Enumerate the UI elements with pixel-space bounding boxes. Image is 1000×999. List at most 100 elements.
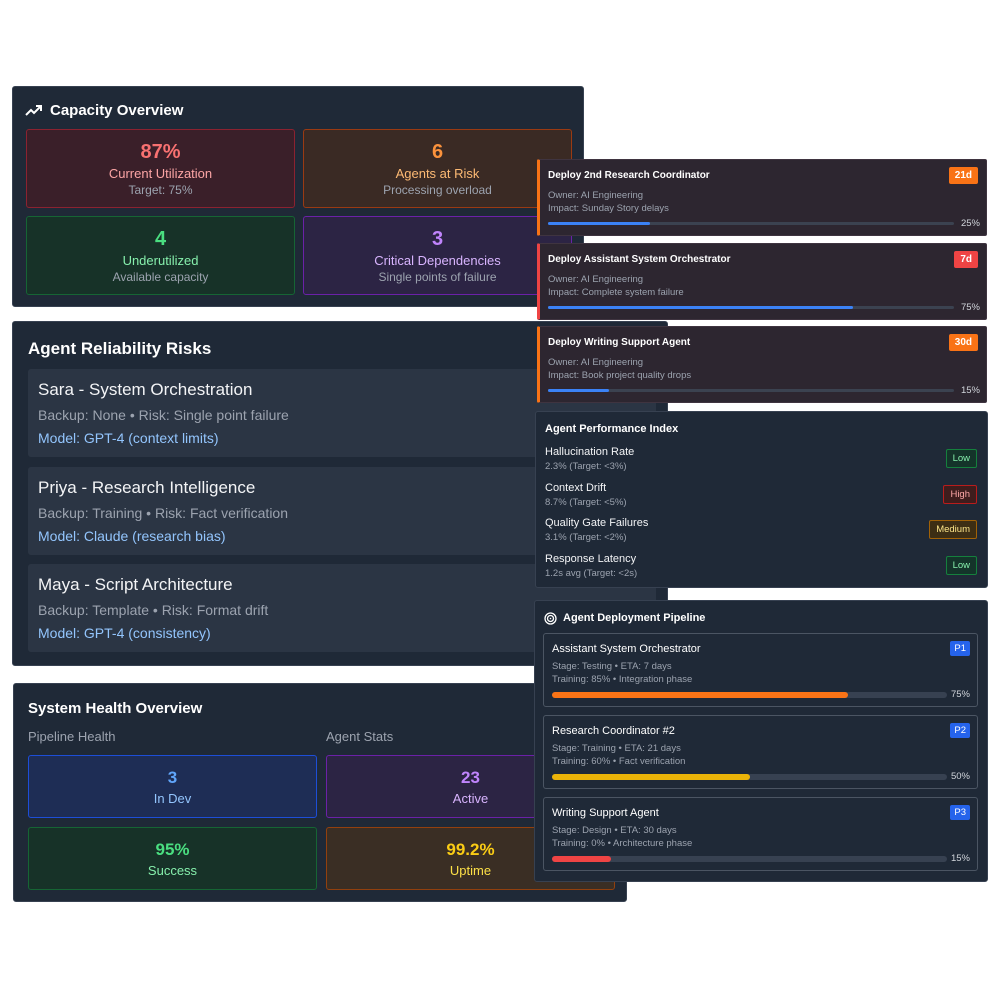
milestone-card: Deploy Writing Support Agent 30d Owner: AI… — [537, 326, 987, 403]
progress-fill — [552, 692, 849, 698]
risk-model: Model: GPT-4 (consistency) — [38, 625, 211, 641]
stat-value: 6 — [431, 140, 444, 163]
pipeline-stage: Stage: Design • ETA: 30 days — [552, 825, 677, 836]
stat-card: 87% Current Utilization Target: 75% — [26, 129, 295, 208]
pipeline-training: Training: 60% • Fact verification — [552, 756, 686, 767]
health-label: Uptime — [449, 862, 492, 878]
risk-detail: Backup: None • Risk: Single point failur… — [38, 407, 289, 423]
risk-model: Model: GPT-4 (context limits) — [38, 430, 219, 446]
pipeline-card: Assistant System Orchestrator P1 Stage: Te… — [543, 633, 978, 707]
pipeline-stage: Stage: Testing • ETA: 7 days — [552, 661, 672, 672]
target-icon — [544, 612, 557, 625]
milestone-badge: 21d — [948, 167, 978, 184]
risk-detail: Backup: Training • Risk: Fact verificati… — [38, 504, 288, 521]
priority-badge: P2 — [950, 723, 970, 738]
progress-fill — [548, 389, 609, 392]
health-label: Success — [147, 862, 198, 878]
progress-fill — [548, 305, 853, 309]
pipeline-training: Training: 0% • Architecture phase — [552, 838, 693, 849]
metric-level: Low — [945, 449, 977, 468]
progress-track — [548, 305, 954, 309]
progress-track — [552, 692, 947, 698]
progress-track — [552, 856, 947, 862]
risk-name: Sara - System Orchestration — [38, 380, 253, 399]
metric-level: High — [943, 484, 977, 504]
stat-card: 4 Underutilized Available capacity — [26, 216, 295, 295]
metric-level: Low — [945, 555, 977, 575]
stat-label: Underutilized — [122, 252, 199, 268]
stat-label: Critical Dependencies — [374, 252, 501, 268]
health-panel: System Health Overview Pipeline Health Age… — [13, 683, 627, 902]
milestone-impact: Impact: Complete system failure — [548, 286, 684, 298]
pipeline-card: Research Coordinator #2 P2 Stage: Training… — [543, 715, 978, 789]
performance-panel: Agent Performance Index Hallucination Rat… — [535, 411, 988, 588]
progress-track — [548, 222, 954, 225]
pipeline-panel: Agent Deployment Pipeline Assistant Syste… — [534, 600, 988, 882]
risk-name: Priya - Research Intelligence — [38, 477, 256, 497]
pipeline-name: Writing Support Agent — [552, 807, 659, 819]
milestone-impact: Impact: Sunday Story delays — [548, 203, 669, 214]
progress-track — [548, 389, 954, 392]
risk-detail: Backup: Template • Risk: Format drift — [38, 602, 269, 618]
trend-icon — [25, 105, 42, 116]
risk-name: Maya - Script Architecture — [38, 575, 233, 594]
risk-model: Model: Claude (research bias) — [38, 527, 226, 544]
capacity-panel: Capacity Overview 87% Current Utilization T… — [12, 86, 584, 307]
health-card: 95% Success — [28, 827, 317, 890]
priority-badge: P1 — [950, 641, 970, 656]
progress-label: 50% — [950, 771, 970, 782]
stat-label: Current Utilization — [108, 165, 213, 181]
stat-value: 4 — [154, 227, 167, 250]
stat-sub: Processing overload — [383, 182, 492, 197]
panel-title: Agent Performance Index — [545, 423, 679, 435]
pipeline-stage: Stage: Training • ETA: 21 days — [552, 743, 681, 754]
progress-track — [552, 774, 947, 780]
group-label: Pipeline Health — [28, 729, 116, 744]
stat-card: 6 Agents at Risk Processing overload — [303, 129, 572, 208]
stat-value: 87% — [140, 140, 181, 163]
panel-title: Capacity Overview — [50, 102, 184, 119]
metric-detail: 8.7% (Target: <5%) — [545, 496, 627, 508]
metric-name: Response Latency — [545, 552, 637, 565]
pipeline-name: Assistant System Orchestrator — [552, 643, 701, 655]
health-value: 95% — [155, 839, 190, 859]
health-label: Active — [452, 790, 489, 806]
milestone-owner: Owner: AI Engineering — [548, 190, 644, 201]
stat-sub: Available capacity — [112, 269, 209, 284]
group-label: Agent Stats — [326, 729, 394, 744]
milestone-owner: Owner: AI Engineering — [548, 273, 644, 285]
progress-label: 15% — [950, 853, 970, 864]
progress-label: 75% — [950, 689, 970, 700]
progress-label: 25% — [960, 218, 980, 229]
metric-name: Context Drift — [545, 481, 607, 494]
health-label: In Dev — [153, 790, 192, 806]
panel-title: Agent Deployment Pipeline — [563, 612, 706, 624]
health-card: 3 In Dev — [28, 755, 317, 818]
progress-fill — [548, 222, 650, 225]
milestone-badge: 7d — [954, 250, 978, 268]
metric-level: Medium — [929, 520, 977, 539]
metric-name: Hallucination Rate — [545, 446, 635, 458]
stat-sub: Target: 75% — [128, 182, 193, 197]
milestone-title: Deploy Assistant System Orchestrator — [548, 253, 731, 265]
progress-label: 75% — [960, 301, 980, 313]
metric-detail: 3.1% (Target: <2%) — [545, 532, 627, 543]
stat-sub: Single points of failure — [378, 269, 497, 284]
milestone-title: Deploy 2nd Research Coordinator — [548, 170, 710, 181]
pipeline-training: Training: 85% • Integration phase — [552, 674, 693, 685]
milestone-title: Deploy Writing Support Agent — [548, 337, 691, 348]
stat-label: Agents at Risk — [395, 165, 480, 181]
stat-value: 3 — [431, 227, 444, 250]
health-value: 99.2% — [446, 839, 495, 859]
panel-title: Agent Reliability Risks — [28, 339, 212, 358]
health-value: 3 — [167, 767, 178, 787]
milestone-card: Deploy 2nd Research Coordinator 21d Owner:… — [537, 159, 987, 236]
milestone-badge: 30d — [948, 334, 978, 351]
milestone-impact: Impact: Book project quality drops — [548, 370, 692, 381]
pipeline-card: Writing Support Agent P3 Stage: Design • E… — [543, 797, 978, 871]
milestone-owner: Owner: AI Engineering — [548, 357, 644, 368]
metric-detail: 1.2s avg (Target: <2s) — [545, 567, 638, 579]
milestone-card: Deploy Assistant System Orchestrator 7d Ow… — [537, 242, 987, 320]
metric-detail: 2.3% (Target: <3%) — [545, 461, 627, 472]
